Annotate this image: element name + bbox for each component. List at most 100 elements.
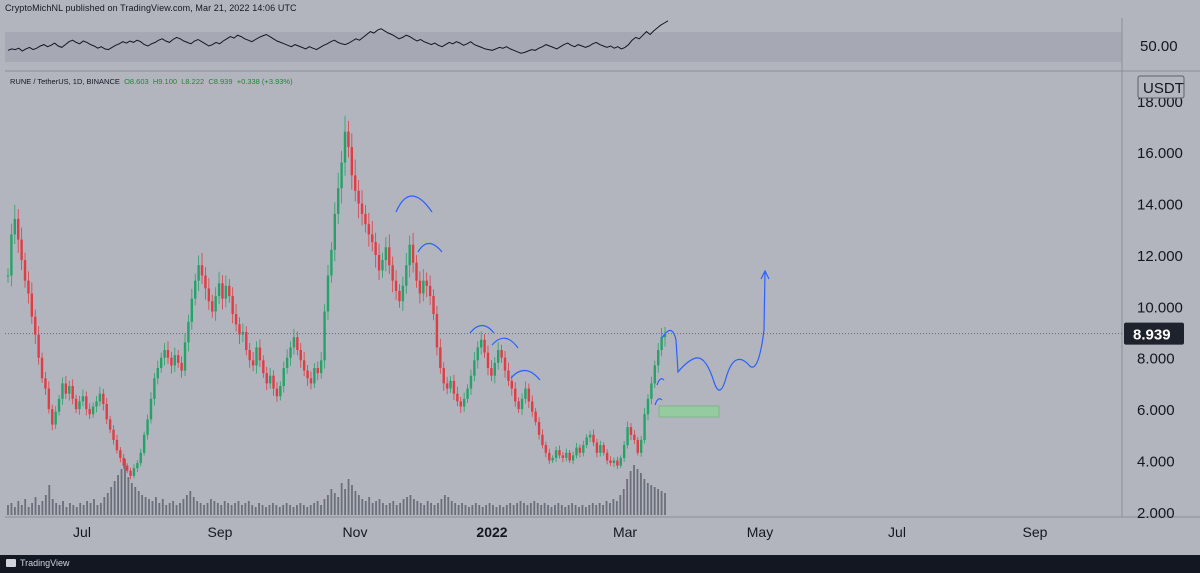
volume-bar [371, 503, 374, 515]
volume-bar [38, 505, 40, 515]
candle-body [357, 190, 360, 204]
volume-bar [492, 505, 494, 515]
rsi-band [5, 32, 1122, 62]
candle-body [354, 175, 357, 191]
candle-body [333, 213, 336, 250]
candle-body [64, 383, 68, 394]
candle-body [207, 288, 211, 302]
volume-bar [402, 499, 405, 515]
candle-body [275, 388, 279, 397]
candle-body [636, 439, 639, 453]
volume-bar [357, 495, 360, 515]
candle-body [418, 280, 422, 294]
volume-bar [512, 505, 515, 515]
candle-body [599, 445, 602, 453]
candle-body [503, 357, 507, 371]
tradingview-logo[interactable]: TradingView [6, 558, 70, 568]
symbol-legend: RUNE / TetherUS, 1D, BINANCE O8.603 H9.1… [10, 77, 293, 86]
volume-bar [395, 505, 398, 515]
volume-bar [223, 501, 226, 515]
candle-body [231, 296, 234, 315]
candle-body [71, 385, 74, 399]
candle-body [57, 398, 61, 412]
candle-body [656, 350, 660, 366]
candle-body [204, 275, 207, 289]
candle-body [456, 393, 459, 402]
y-tick-label: 6.000 [1137, 402, 1175, 419]
candle-body [91, 406, 95, 415]
x-tick-label: Jul [73, 524, 91, 540]
volume-bar [103, 497, 106, 515]
candle-body [13, 219, 17, 235]
candle-body [381, 260, 384, 271]
volume-bar [213, 501, 216, 515]
candle-body [350, 147, 354, 176]
volume-bar [58, 505, 61, 515]
candle-body [238, 324, 241, 335]
candle-body [568, 452, 571, 461]
volume-bar [302, 505, 305, 515]
candle-body [394, 280, 398, 291]
volume-bar [505, 505, 508, 515]
volume-bar [55, 503, 58, 515]
volume-bar [450, 501, 453, 515]
volume-bar [144, 497, 147, 515]
candle-body [531, 401, 534, 412]
candle-body [401, 285, 405, 302]
candle-body [374, 242, 377, 255]
volume-bar [426, 501, 429, 515]
volume-bar [227, 503, 230, 515]
top-bar: CryptoMichNL published on TradingView.co… [0, 0, 1200, 18]
volume-bar [382, 503, 384, 515]
candle-body [541, 434, 544, 446]
volume-bar [313, 503, 316, 515]
candle-body [302, 360, 306, 371]
volume-bar [629, 471, 632, 515]
candle-body [68, 385, 71, 394]
volume-bar [158, 503, 161, 515]
candle-body [112, 429, 115, 440]
candle-body [149, 398, 153, 420]
close-value: C8.939 [208, 77, 233, 86]
volume-bar [461, 503, 463, 515]
volume-bar [412, 499, 415, 515]
candle-body [582, 445, 585, 453]
volume-bar [179, 503, 181, 515]
volume-bar [230, 505, 233, 515]
candle-body [612, 460, 616, 464]
candle-body [435, 314, 439, 348]
volume-bar [275, 505, 278, 515]
low-value: L8.222 [181, 77, 205, 86]
candle-body [289, 347, 292, 358]
volume-bar [364, 501, 367, 515]
last-price-badge [1124, 322, 1184, 345]
volume-bar [185, 495, 188, 515]
candle-body [330, 249, 333, 276]
candle-body [527, 388, 531, 402]
candle-body [561, 455, 565, 458]
candle-body [296, 337, 299, 351]
volume-bar [196, 501, 199, 515]
volume-bar [550, 507, 553, 515]
candle-body [78, 401, 81, 410]
volume-bar [299, 503, 302, 515]
projection-path [661, 271, 766, 391]
tradingview-logo-icon [6, 559, 16, 567]
candle-body [163, 350, 166, 358]
candle-body [405, 265, 408, 286]
volume-bar [220, 505, 223, 515]
candle-body [466, 388, 469, 399]
candle-body [258, 347, 262, 361]
volume-bar [110, 487, 113, 515]
candle-body [422, 280, 425, 294]
candle-body [224, 285, 228, 299]
volume-bar [388, 503, 391, 515]
candle-body [313, 368, 316, 384]
candle-body [571, 455, 575, 461]
volume-bar [69, 503, 71, 515]
volume-bar [251, 505, 254, 515]
unit-label: USDT [1143, 80, 1184, 97]
volume-bar [574, 505, 577, 515]
rsi-tick-label: 50.00 [1140, 38, 1178, 55]
